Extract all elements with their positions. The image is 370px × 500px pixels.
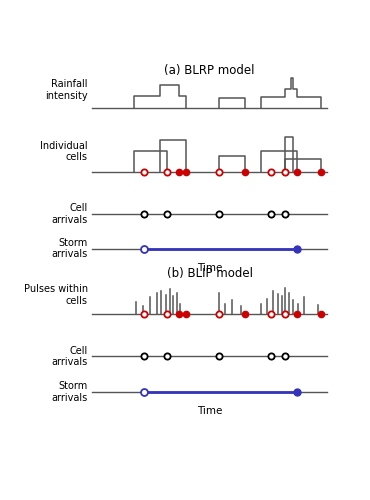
- Text: (a) BLRP model: (a) BLRP model: [164, 64, 255, 78]
- Text: Pulses within
cells: Pulses within cells: [24, 284, 88, 306]
- Text: Storm
arrivals: Storm arrivals: [51, 381, 88, 402]
- Text: (b) BLIP model: (b) BLIP model: [167, 267, 253, 280]
- Text: Storm
arrivals: Storm arrivals: [51, 238, 88, 260]
- Text: Time: Time: [197, 264, 222, 274]
- Text: Cell
arrivals: Cell arrivals: [51, 346, 88, 367]
- Text: Time: Time: [197, 406, 222, 416]
- Text: Rainfall
intensity: Rainfall intensity: [45, 80, 88, 101]
- Text: Individual
cells: Individual cells: [40, 140, 88, 162]
- Text: Cell
arrivals: Cell arrivals: [51, 203, 88, 225]
